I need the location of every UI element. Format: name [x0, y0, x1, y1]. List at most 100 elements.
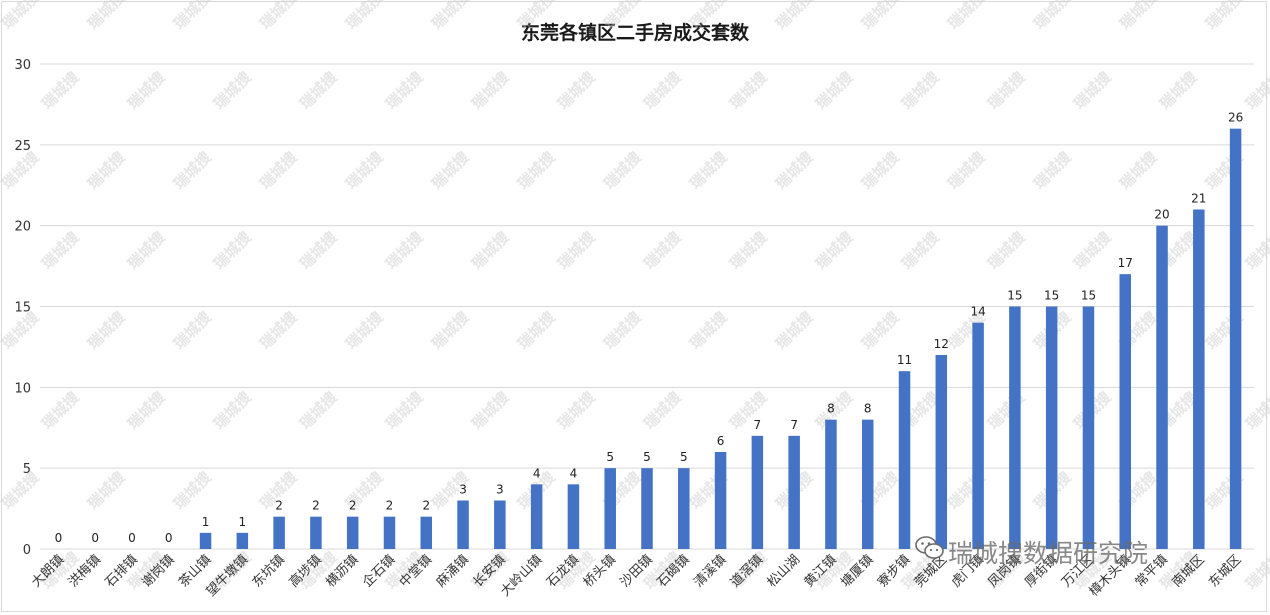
wechat-icon: [915, 536, 944, 559]
watermark-tile: 瑞城搜: [38, 388, 83, 433]
data-label: 4: [570, 466, 578, 480]
watermark-tile: 瑞城搜: [84, 148, 129, 193]
watermark-tile: 瑞城搜: [84, 468, 129, 513]
watermark-tile: 瑞城搜: [1242, 388, 1270, 433]
x-tick-label: 望牛墩镇: [203, 552, 251, 600]
data-label: 20: [1154, 208, 1169, 222]
x-tick-label: 麻涌镇: [434, 552, 472, 590]
watermark-tile: 瑞城搜: [1030, 0, 1075, 33]
watermark-tile: 瑞城搜: [210, 388, 255, 433]
watermark-tile: 瑞城搜: [38, 228, 83, 273]
source-watermark: 瑞城搜数据研究院: [948, 539, 1149, 568]
bar: [273, 516, 285, 549]
watermark-tile: 瑞城搜: [984, 68, 1029, 113]
watermark-tile: 瑞城搜: [640, 388, 685, 433]
bar: [1009, 306, 1021, 549]
data-label: 5: [643, 450, 651, 464]
watermark-tile: 瑞城搜: [1242, 548, 1270, 593]
bar: [457, 500, 469, 549]
watermark-tile: 瑞城搜: [1030, 148, 1075, 193]
watermark-tile: 瑞城搜: [124, 388, 169, 433]
watermark-tile: 瑞城搜: [256, 0, 301, 33]
watermark-tile: 瑞城搜: [600, 148, 645, 193]
watermark-tile: 瑞城搜: [554, 228, 599, 273]
data-label: 0: [91, 531, 99, 545]
watermark-tile: 瑞城搜: [944, 0, 989, 33]
bar: [751, 435, 764, 549]
watermark-tile: 瑞城搜: [124, 228, 169, 273]
watermark-tile: 瑞城搜: [210, 228, 255, 273]
bar: [420, 516, 433, 549]
watermark-tile: 瑞城搜: [38, 68, 83, 113]
watermark-tile: 瑞城搜: [640, 68, 685, 113]
data-label: 7: [754, 418, 762, 432]
data-label: 15: [1007, 289, 1022, 303]
watermark-tile: 瑞城搜: [382, 68, 427, 113]
watermark-tile: 瑞城搜: [686, 308, 731, 353]
watermark-tile: 瑞城搜: [342, 148, 387, 193]
data-label: 5: [606, 450, 614, 464]
bar: [972, 322, 984, 549]
bar: [567, 484, 580, 549]
watermark-tile: 瑞城搜: [468, 388, 513, 433]
watermark-tile: 瑞城搜: [686, 148, 731, 193]
watermark-tile: 瑞城搜: [898, 68, 943, 113]
watermark-tile: 瑞城搜: [84, 308, 129, 353]
data-label: 1: [202, 515, 210, 529]
watermark-tile: 瑞城搜: [858, 148, 903, 193]
data-label: 7: [790, 418, 798, 432]
watermark-tile: 瑞城搜: [514, 308, 559, 353]
data-label: 21: [1191, 192, 1206, 206]
watermark-tile: 瑞城搜: [514, 148, 559, 193]
watermark-tile: 瑞城搜: [342, 0, 387, 33]
bar: [604, 468, 616, 549]
watermark-tile: 瑞城搜: [0, 0, 43, 33]
bar: [1156, 225, 1168, 549]
y-axis-ticks: 0 5 10 15 20 25 30: [14, 58, 31, 558]
watermark-tile: 瑞城搜: [772, 148, 817, 193]
bar: [1082, 306, 1095, 549]
bar: [1229, 128, 1242, 549]
watermark-tile: 瑞城搜: [1242, 228, 1270, 273]
bar: [199, 532, 212, 549]
bar: [310, 516, 322, 549]
watermark-tile: 瑞城搜: [256, 148, 301, 193]
watermark-tile: 瑞城搜: [984, 388, 1029, 433]
watermark-tile: 瑞城搜: [210, 68, 255, 113]
watermark-tile: 瑞城搜: [170, 308, 215, 353]
bar: [641, 468, 653, 549]
bar: [236, 532, 249, 549]
watermark-tile: 瑞城搜: [772, 0, 817, 33]
bar: [1045, 306, 1058, 549]
bar: [825, 419, 837, 549]
watermark-tile: 瑞城搜: [382, 388, 427, 433]
bar: [678, 468, 690, 549]
watermark-tile: 瑞城搜: [428, 308, 473, 353]
watermark-tile: 瑞城搜: [468, 68, 513, 113]
data-label: 14: [970, 305, 985, 319]
data-label: 26: [1228, 111, 1243, 125]
data-label: 0: [165, 531, 173, 545]
data-label: 12: [934, 337, 949, 351]
bar: [530, 484, 543, 549]
data-label: 2: [312, 499, 320, 513]
x-tick-label: 松山湖: [765, 552, 803, 590]
watermark-tile: 瑞城搜: [858, 0, 903, 33]
data-label: 3: [459, 483, 467, 497]
watermark-tile: 瑞城搜: [296, 228, 341, 273]
watermark-tile: 瑞城搜: [858, 308, 903, 353]
watermark-tile: 瑞城搜: [726, 68, 771, 113]
bar: [861, 419, 874, 549]
bar: [346, 516, 359, 549]
watermark-tile: 瑞城搜: [600, 308, 645, 353]
bar: [935, 355, 948, 549]
watermark-tile: 瑞城搜: [686, 0, 731, 33]
watermark-tile: 瑞城搜: [382, 228, 427, 273]
y-tick-label: 25: [14, 139, 31, 154]
watermark-tiles: 瑞城搜 瑞城搜 瑞城搜 瑞城搜 瑞城搜 瑞城搜 瑞城搜 瑞城搜 瑞城搜 瑞城搜 瑞城搜 瑞城搜 瑞城搜瑞…: [0, 0, 1270, 593]
bar: [494, 500, 506, 549]
data-label: 15: [1081, 289, 1096, 303]
data-label: 15: [1044, 289, 1059, 303]
watermark-tile: 瑞城搜: [170, 148, 215, 193]
watermark-tile: 瑞城搜: [1070, 68, 1115, 113]
